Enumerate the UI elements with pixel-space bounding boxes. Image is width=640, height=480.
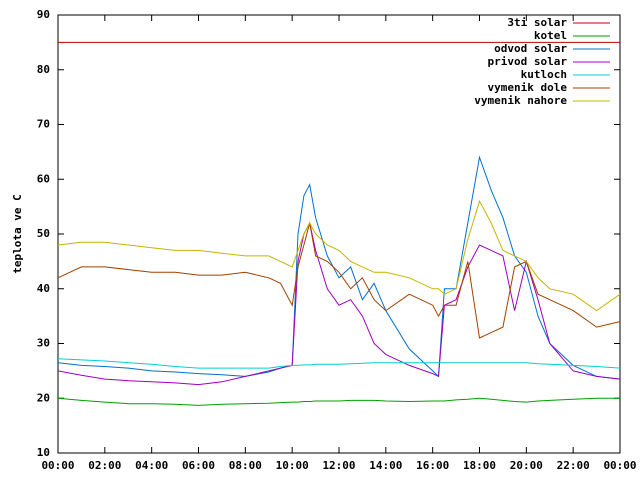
series-line: [57, 397, 620, 406]
y-tick-label: 90: [37, 8, 50, 21]
series-line: [57, 221, 621, 386]
x-tick-label: 00:00: [603, 459, 636, 472]
x-tick-label: 08:00: [229, 459, 262, 472]
x-tick-label: 04:00: [135, 459, 168, 472]
y-tick-label: 10: [37, 446, 50, 459]
series-line: [57, 155, 621, 380]
y-axis-label: teplota ve C: [11, 194, 24, 273]
legend-label: 3ti solar: [507, 16, 567, 29]
legend-label: kutloch: [521, 68, 567, 81]
x-tick-label: 06:00: [182, 459, 215, 472]
x-tick-label: 22:00: [557, 459, 590, 472]
series-line: [57, 199, 621, 312]
x-tick-label: 18:00: [463, 459, 496, 472]
y-tick-label: 30: [37, 337, 50, 350]
y-tick-label: 60: [37, 172, 50, 185]
legend-label: vymenik dole: [488, 81, 568, 94]
x-tick-label: 16:00: [416, 459, 449, 472]
legend-label: vymenik nahore: [474, 94, 567, 107]
y-tick-label: 40: [37, 282, 50, 295]
x-tick-label: 12:00: [322, 459, 355, 472]
x-tick-label: 02:00: [88, 459, 121, 472]
legend-label: odvod solar: [494, 42, 567, 55]
x-tick-label: 20:00: [510, 459, 543, 472]
x-tick-label: 10:00: [276, 459, 309, 472]
y-tick-label: 80: [37, 63, 50, 76]
legend-label: privod solar: [488, 55, 568, 68]
series-line: [57, 358, 621, 369]
y-tick-label: 50: [37, 227, 50, 240]
x-tick-label: 14:00: [369, 459, 402, 472]
y-tick-label: 20: [37, 391, 50, 404]
legend-label: kotel: [534, 29, 567, 42]
series-line: [57, 222, 621, 339]
x-tick-label: 00:00: [41, 459, 74, 472]
y-tick-label: 70: [37, 118, 50, 131]
